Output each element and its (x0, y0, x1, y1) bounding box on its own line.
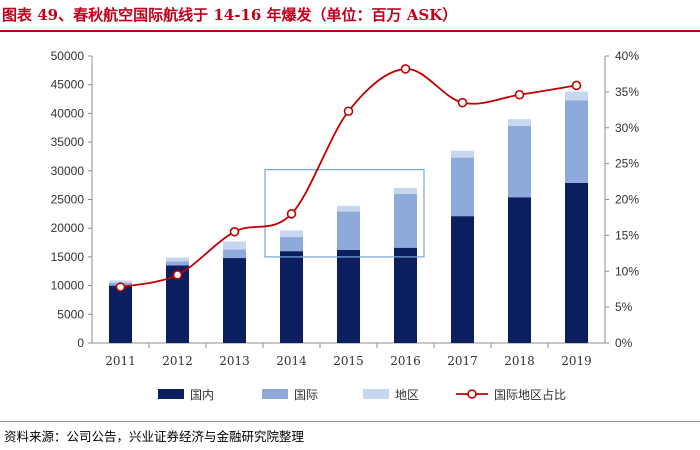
left-tick-label: 5000 (57, 307, 84, 321)
legend-swatch-domestic (158, 389, 184, 399)
legend-swatch-share-point (467, 389, 477, 399)
left-tick-label: 50000 (51, 49, 85, 63)
share-line-layer (115, 64, 582, 292)
bar-regional (280, 230, 303, 237)
legend-label: 国内 (190, 388, 214, 402)
bar-international (166, 261, 189, 266)
right-tick-label: 40% (615, 49, 639, 63)
x-tick-label: 2013 (219, 354, 250, 368)
bar-regional (109, 280, 132, 283)
bar-international (451, 157, 474, 217)
right-tick-label: 0% (615, 336, 633, 350)
bar-domestic (565, 182, 588, 343)
left-tick-label: 10000 (51, 279, 85, 293)
legend-label: 国际 (294, 388, 318, 402)
left-tick-label: 15000 (51, 250, 85, 264)
right-tick-label: 15% (615, 228, 639, 242)
left-tick-label: 30000 (51, 164, 85, 178)
bar-international (280, 236, 303, 252)
x-tick-label: 2011 (105, 354, 136, 368)
axes: 0 5000 10000 15000 20000 25000 30000 35000 40000… (51, 49, 640, 368)
bar-domestic (223, 258, 246, 343)
highlight-box (264, 169, 425, 258)
bar-regional (394, 188, 417, 194)
bar-international (508, 126, 531, 198)
bar-domestic (451, 216, 474, 343)
bar-regional (337, 205, 360, 212)
highlight-layer (264, 169, 425, 258)
bars (109, 91, 588, 343)
bar-domestic (394, 247, 417, 343)
bar-regional (223, 241, 246, 250)
x-tick-label: 2014 (276, 354, 307, 368)
bar-regional (166, 257, 189, 262)
legend-swatch-international (262, 389, 288, 399)
share-line-point (457, 97, 468, 108)
share-line-point (172, 270, 183, 280)
bar-international (223, 249, 246, 259)
x-tick-label: 2018 (504, 354, 535, 368)
title-underline (0, 30, 700, 32)
legend-swatch-regional (363, 389, 389, 399)
right-tick-label: 30% (615, 121, 639, 135)
left-tick-label: 20000 (51, 221, 85, 235)
share-line-point (343, 106, 354, 117)
left-tick-label: 25000 (51, 193, 85, 207)
source-divider (0, 421, 700, 422)
left-tick-label: 40000 (51, 106, 85, 120)
bar-international (565, 100, 588, 183)
left-tick-label: 45000 (51, 78, 85, 92)
share-line-point (286, 209, 297, 219)
x-tick-label: 2016 (390, 354, 421, 368)
chart: 0 5000 10000 15000 20000 25000 30000 35000 40000… (51, 49, 640, 402)
x-tick-label: 2012 (162, 354, 193, 368)
bar-regional (508, 119, 531, 127)
share-line-point (115, 282, 126, 292)
right-tick-label: 35% (615, 85, 639, 99)
share-line-point (571, 80, 582, 91)
x-tick-label: 2017 (447, 354, 478, 368)
bar-international (394, 193, 417, 248)
bar-regional (451, 150, 474, 158)
left-tick-label: 35000 (51, 135, 85, 149)
bar-domestic (109, 285, 132, 343)
bar-domestic (166, 265, 189, 343)
bar-domestic (337, 250, 360, 343)
right-tick-label: 20% (615, 193, 639, 207)
x-tick-label: 2019 (561, 354, 592, 368)
bar-domestic (508, 197, 531, 343)
bar-international (337, 211, 360, 251)
bar-regional (565, 91, 588, 101)
share-line-point (400, 64, 411, 74)
source-note: 资料来源：公司公告，兴业证券经济与金融研究院整理 (4, 429, 305, 444)
right-tick-label: 25% (615, 157, 639, 171)
x-tick-label: 2015 (333, 354, 364, 368)
legend-label: 国际地区占比 (494, 387, 566, 402)
chart-title: 图表 49、春秋航空国际航线于 14-16 年爆发（单位：百万 ASK） (2, 6, 458, 24)
left-tick-label: 0 (77, 336, 84, 350)
legend: 国内 国际 地区 国际地区占比 (158, 387, 566, 402)
right-tick-label: 10% (615, 264, 639, 278)
share-line-point (229, 226, 240, 237)
bar-domestic (280, 251, 303, 343)
share-line-point (514, 89, 525, 100)
legend-label: 地区 (395, 388, 419, 402)
right-tick-label: 5% (615, 300, 633, 314)
